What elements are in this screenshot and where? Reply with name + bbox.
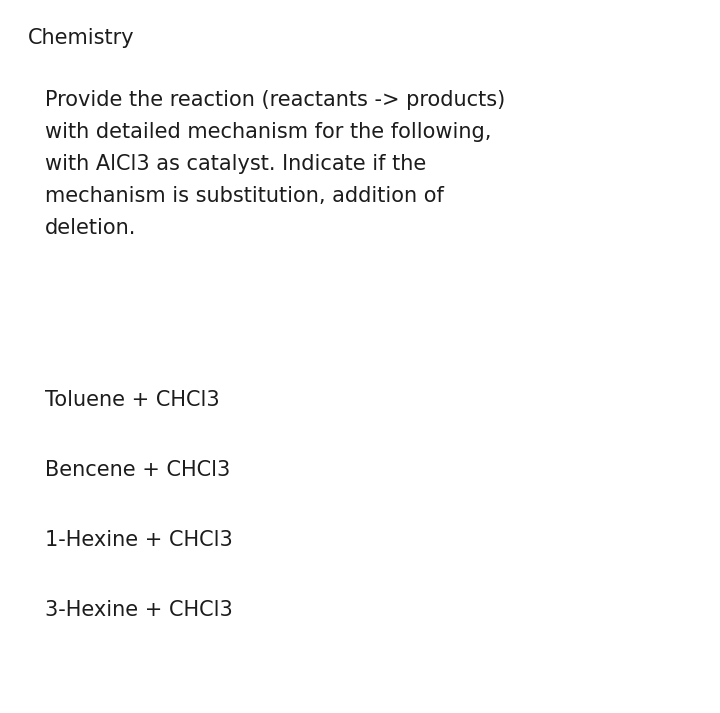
Text: Chemistry: Chemistry [28, 28, 135, 48]
Text: 1-Hexine + CHCl3: 1-Hexine + CHCl3 [45, 530, 233, 550]
Text: with detailed mechanism for the following,: with detailed mechanism for the followin… [45, 122, 491, 142]
Text: Provide the reaction (reactants -> products): Provide the reaction (reactants -> produ… [45, 90, 505, 110]
Text: mechanism is substitution, addition of: mechanism is substitution, addition of [45, 186, 444, 206]
Text: Bencene + CHCl3: Bencene + CHCl3 [45, 460, 230, 480]
Text: 3-Hexine + CHCl3: 3-Hexine + CHCl3 [45, 600, 233, 620]
Text: deletion.: deletion. [45, 218, 136, 238]
Text: Toluene + CHCl3: Toluene + CHCl3 [45, 390, 220, 410]
Text: with AlCl3 as catalyst. Indicate if the: with AlCl3 as catalyst. Indicate if the [45, 154, 426, 174]
